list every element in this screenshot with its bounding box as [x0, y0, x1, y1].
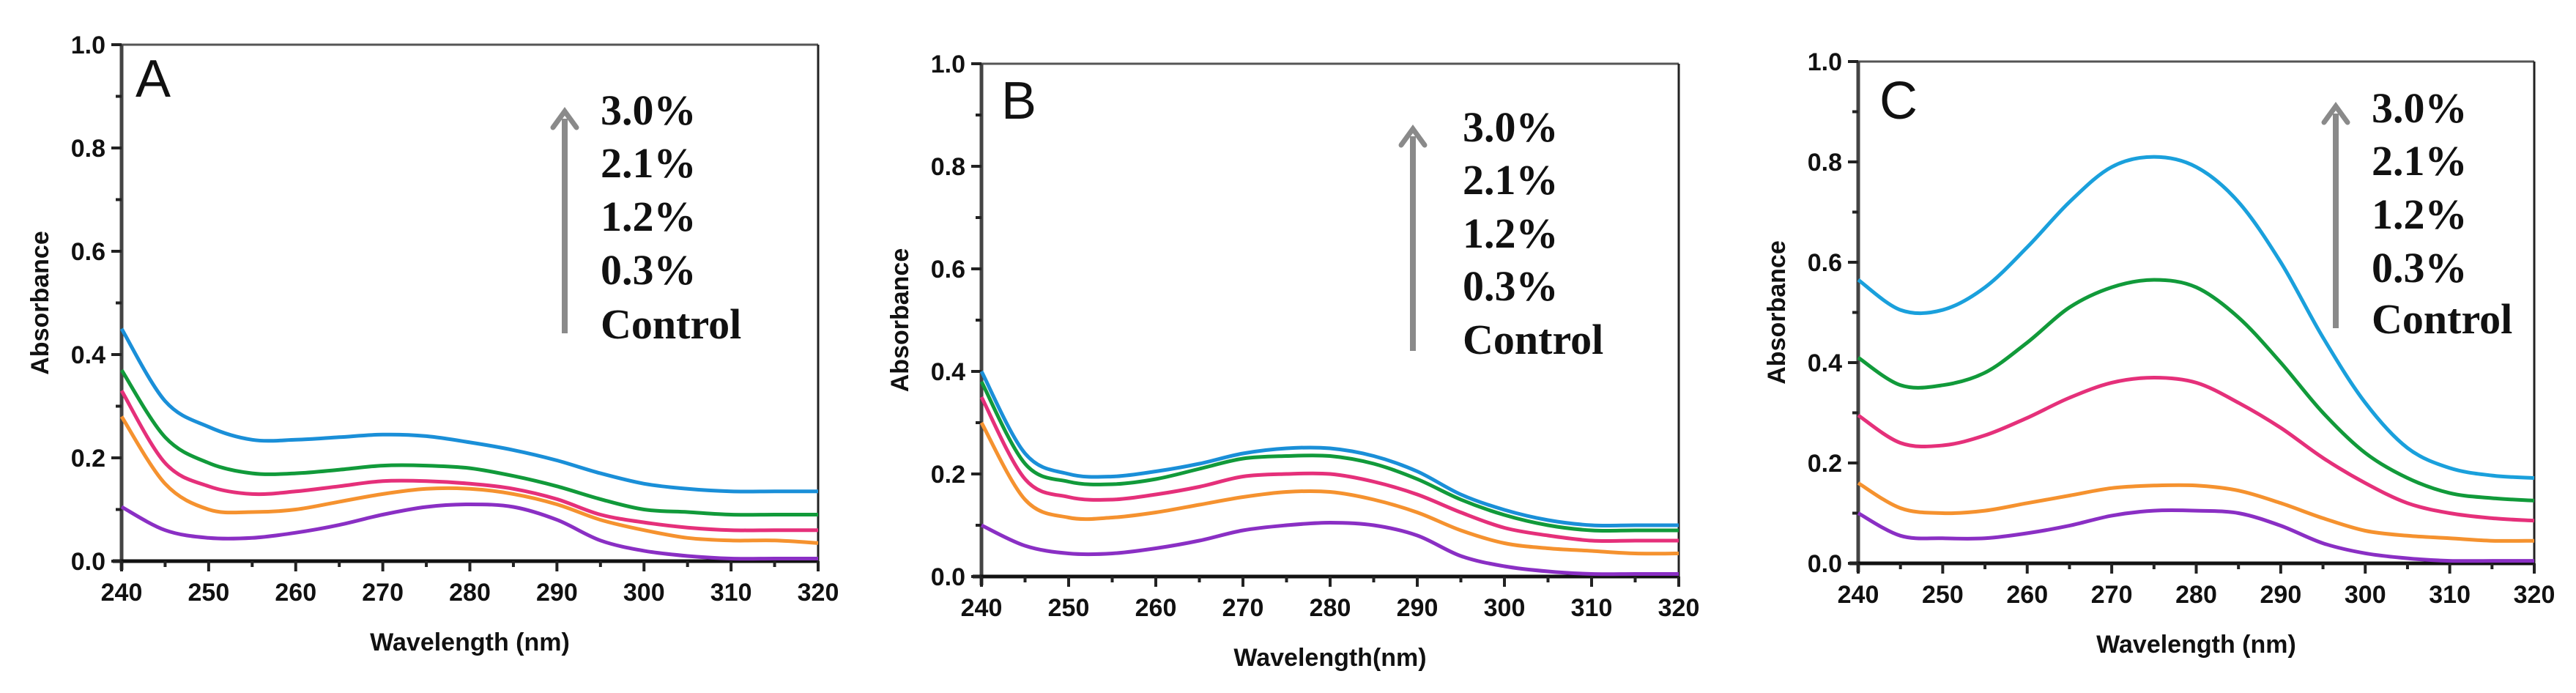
x-tick-label: 310 [2429, 581, 2471, 609]
series-line-3-0pct [119, 327, 818, 494]
x-axis-title: Wavelength(nm) [1233, 644, 1426, 672]
x-tick-label: 250 [1048, 594, 1090, 622]
series-line-0-3pct [119, 415, 819, 545]
legend-arrow-icon [1398, 125, 1428, 148]
x-tick-label: 280 [2175, 581, 2217, 609]
x-tick-label: 290 [1397, 594, 1439, 622]
series-line-1-2pct [1857, 376, 2535, 523]
x-tick-label: 280 [1310, 594, 1351, 622]
series-line-3-0pct [1857, 155, 2535, 480]
legend-label: 0.3% [2372, 244, 2468, 292]
legend-label: Control [2372, 295, 2512, 343]
y-tick-label: 0.8 [71, 135, 105, 163]
x-tick-label: 270 [2091, 581, 2133, 609]
y-tick-label: 0.4 [1808, 349, 1842, 377]
legend-label: 2.1% [1463, 156, 1559, 204]
y-tick-label: 0.2 [71, 445, 105, 472]
y-tick-label: 0.6 [1808, 249, 1842, 277]
x-tick-label: 290 [536, 579, 578, 607]
series-line-2-1pct [119, 368, 818, 517]
legend-label: 3.0% [1463, 103, 1559, 151]
y-tick-label: 0.4 [931, 358, 965, 386]
x-tick-label: 260 [275, 579, 316, 607]
x-tick-label: 270 [1222, 594, 1264, 622]
legend-label: 2.1% [2372, 137, 2468, 185]
y-tick-label: 0.0 [71, 548, 105, 576]
chart-panel-b: 0.0 0.2 0.4 0.6 0.8 1.0 240 250 260 270 280 290 300 3… [886, 51, 1699, 672]
y-tick-label: 1.0 [71, 32, 105, 59]
series-line-3-0pct [979, 370, 1679, 528]
y-axis-title: Absorbance [26, 231, 54, 375]
y-tick-label: 0.2 [931, 461, 965, 489]
y-tick-label: 0.8 [1808, 149, 1842, 177]
y-tick-label: 1.0 [1808, 48, 1842, 76]
x-tick-label: 300 [623, 579, 665, 607]
legend-label: 2.1% [601, 139, 697, 187]
legend-label: 0.3% [601, 246, 697, 294]
series-line-control [980, 521, 1679, 577]
series-line-0-3pct [979, 421, 1679, 556]
x-tick-label: 270 [362, 579, 404, 607]
legend-label: 1.2% [601, 193, 697, 240]
x-tick-label: 260 [2006, 581, 2048, 609]
x-tick-label: 260 [1135, 594, 1177, 622]
x-tick-label: 240 [1838, 581, 1879, 609]
series-line-2-1pct [1857, 278, 2535, 503]
chart-panel-c: 0.0 0.2 0.4 0.6 0.8 1.0 240 250 260 270 280 290 300 3… [1763, 48, 2555, 659]
series-line-1-2pct [979, 396, 1679, 544]
x-tick-label: 290 [2260, 581, 2302, 609]
x-tick-label: 240 [101, 579, 143, 607]
legend-label: Control [1463, 316, 1603, 363]
legend-label: 3.0% [2372, 84, 2468, 132]
legend-label: 0.3% [1463, 262, 1559, 310]
x-tick-label: 300 [1484, 594, 1526, 622]
x-tick-label: 250 [1922, 581, 1964, 609]
legend-label: 1.2% [1463, 210, 1559, 257]
legend-label: 1.2% [2372, 190, 2468, 238]
series-line-control [1857, 508, 2534, 563]
x-tick-label: 300 [2345, 581, 2386, 609]
x-tick-label: 320 [798, 579, 839, 607]
x-tick-label: 310 [710, 579, 752, 607]
panel-label: C [1879, 72, 1918, 130]
x-tick-label: 240 [961, 594, 1003, 622]
y-axis-title: Absorbance [1763, 240, 1791, 385]
y-tick-label: 0.6 [71, 238, 105, 266]
x-axis-title: Wavelength (nm) [2096, 631, 2296, 659]
series-line-0-3pct [1857, 481, 2535, 543]
x-tick-label: 320 [1658, 594, 1700, 622]
x-tick-label: 320 [2514, 581, 2555, 609]
y-tick-label: 0.0 [931, 563, 965, 591]
y-tick-label: 0.0 [1808, 550, 1842, 578]
legend-arrow-icon [550, 107, 579, 130]
x-axis-title: Wavelength (nm) [370, 629, 570, 656]
y-tick-label: 0.2 [1808, 450, 1842, 478]
chart-panel-a: 0.0 0.2 0.4 0.6 0.8 1.0 240 250 260 270 280 290 300 3… [26, 32, 839, 656]
y-tick-label: 0.8 [931, 153, 965, 181]
y-tick-label: 1.0 [931, 51, 965, 78]
legend-label: 3.0% [601, 86, 697, 134]
y-tick-label: 0.6 [931, 256, 965, 284]
y-tick-label: 0.4 [71, 341, 105, 369]
x-tick-label: 310 [1571, 594, 1613, 622]
panel-label: B [1001, 72, 1036, 130]
panel-label: A [136, 50, 171, 108]
x-tick-label: 280 [449, 579, 491, 607]
x-tick-label: 250 [188, 579, 230, 607]
y-axis-title: Absorbance [886, 248, 914, 393]
series-line-1-2pct [119, 390, 818, 533]
legend-label: Control [601, 300, 741, 348]
legend-arrow-icon [2321, 102, 2350, 125]
series-line-control [120, 503, 818, 561]
series-line-2-1pct [979, 380, 1679, 533]
